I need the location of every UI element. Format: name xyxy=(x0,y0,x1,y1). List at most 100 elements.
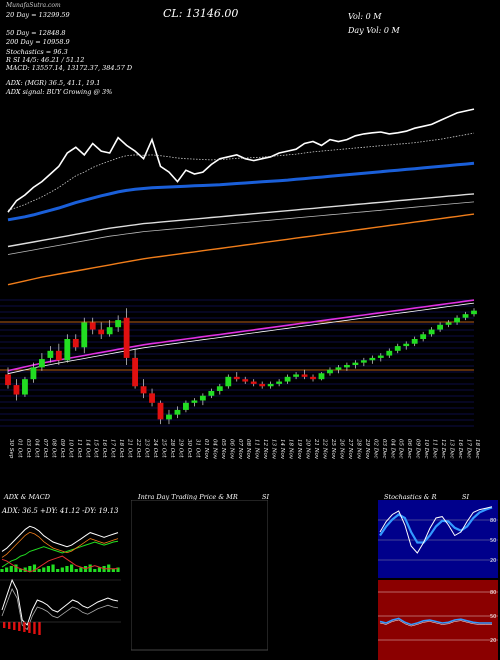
adx-bar xyxy=(74,569,78,572)
candle-body xyxy=(343,365,350,368)
macd-histogram-bar xyxy=(23,622,26,632)
candle-body xyxy=(208,391,215,396)
candle-body xyxy=(301,374,308,377)
candle-body xyxy=(284,376,291,382)
ema50-lower-line xyxy=(7,201,475,255)
date-tick-label: 30 Sep xyxy=(8,439,14,459)
macd-label: MACD: 13557.14, 13172.37, 384.57 D xyxy=(6,64,133,72)
macd-histogram-bar xyxy=(18,622,21,631)
candle-body xyxy=(471,310,477,315)
adx-bar xyxy=(32,564,37,572)
ema20-line xyxy=(7,161,475,222)
candle-body xyxy=(411,339,418,344)
adx-bar xyxy=(51,564,55,572)
date-tick-label: 13 Dec xyxy=(449,439,455,459)
ema200-shadow-line xyxy=(7,302,475,375)
price-line xyxy=(7,108,475,213)
source-line: MunafaSutra.com xyxy=(6,2,61,9)
adx-bar xyxy=(79,567,83,572)
candle-body xyxy=(360,360,367,363)
date-tick-label: 31 Oct xyxy=(194,439,200,458)
candle-body xyxy=(386,350,393,356)
candle-body xyxy=(293,374,299,377)
candle-body xyxy=(250,381,257,384)
date-tick-label: 10 Dec xyxy=(423,439,429,459)
date-tick-label: 22 Oct xyxy=(135,438,141,458)
date-tick-label: 01 Nov xyxy=(203,439,209,460)
stoch-rsi-panel: 80 50 20 80 50 20 xyxy=(378,500,498,660)
date-tick-label: 21 Oct xyxy=(127,438,133,458)
adx-bar xyxy=(116,567,120,572)
candle-body xyxy=(420,334,427,339)
date-tick-label: 29 Nov xyxy=(364,438,370,460)
intraday-panel-title: Intra Day Trading Price & MR xyxy=(138,493,238,501)
candle-body xyxy=(242,379,249,382)
candle-body xyxy=(191,400,198,403)
date-tick-label: 09 Dec xyxy=(415,439,421,459)
adx-signal-label: ADX signal: BUY Growing @ 3% xyxy=(6,88,113,96)
date-tick-label: 25 Oct xyxy=(161,438,167,458)
date-tick-label: 13 Nov xyxy=(271,439,277,460)
date-tick-label: 28 Oct xyxy=(169,438,175,458)
macd-histogram-bar xyxy=(8,622,11,629)
candle-body xyxy=(166,414,172,420)
close-price: CL: 13146.00 xyxy=(163,7,239,20)
stoch-d-line xyxy=(379,506,493,544)
date-tick-label: 19 Nov xyxy=(296,439,302,460)
date-tick-label: 04 Oct xyxy=(33,439,39,458)
candle-body xyxy=(437,324,444,330)
date-tick-label: 21 Nov xyxy=(313,438,319,460)
date-tick-label: 14 Nov xyxy=(279,439,285,460)
candle-body xyxy=(47,350,54,358)
date-tick-label: 01 Oct xyxy=(16,439,22,458)
candle-body xyxy=(454,317,460,323)
candle-body xyxy=(64,339,71,361)
date-tick-label: 17 Dec xyxy=(466,439,472,459)
intraday-panel-subtitle: SI xyxy=(262,493,270,501)
rsi-shadow-line xyxy=(379,619,492,627)
stoch-level-label: 20 xyxy=(490,558,496,564)
date-tick-label: 09 Oct xyxy=(59,439,65,458)
date-tick-label: 04 Dec xyxy=(389,439,395,459)
adx-bar xyxy=(111,569,115,572)
candle-body xyxy=(140,386,147,394)
adx-series-line xyxy=(1,555,119,573)
candle-body xyxy=(276,381,283,384)
adx-bar xyxy=(9,566,13,572)
candle-body xyxy=(394,346,401,351)
adx-bar xyxy=(97,567,102,572)
candle-body xyxy=(310,376,316,380)
candlesticks xyxy=(5,308,477,425)
candle-body xyxy=(149,393,155,403)
macd-histogram-bar xyxy=(28,622,31,633)
candle-body xyxy=(352,362,359,365)
date-tick-label: 17 Oct xyxy=(110,439,116,458)
adx-bar xyxy=(46,566,50,572)
candle-body xyxy=(55,350,62,361)
candle-body xyxy=(38,359,45,368)
date-tick-label: 18 Nov xyxy=(288,439,294,460)
date-tick-label: 10 Oct xyxy=(67,439,73,458)
date-tick-label: 11 Dec xyxy=(432,439,438,459)
candle-body xyxy=(259,383,266,387)
date-tick-label: 03 Oct xyxy=(25,439,31,458)
adx-series-line xyxy=(1,540,119,568)
date-tick-label: 08 Oct xyxy=(50,439,56,458)
candle-body xyxy=(89,322,96,330)
adx-bar xyxy=(93,569,97,572)
stoch-level-label: 80 xyxy=(490,518,496,524)
intraday-panel xyxy=(131,500,268,651)
adx-bar xyxy=(60,567,64,572)
candle-body xyxy=(13,385,20,395)
adx-label: ADX: (MGR) 36.5, 41.1, 19.1 xyxy=(6,79,101,87)
macd-histogram-bar xyxy=(3,622,6,628)
date-tick-label: 11 Nov xyxy=(254,439,260,460)
date-tick-label: 20 Nov xyxy=(305,438,311,460)
date-tick-label: 06 Nov xyxy=(228,439,234,460)
macd-histogram-bar xyxy=(33,622,36,634)
adx-bar xyxy=(88,564,92,572)
ema50-label: 50 Day = 12848.8 xyxy=(6,29,66,37)
date-tick-label: 25 Nov xyxy=(330,438,336,460)
candle-body xyxy=(132,357,139,387)
date-tick-label: 24 Oct xyxy=(152,438,158,458)
